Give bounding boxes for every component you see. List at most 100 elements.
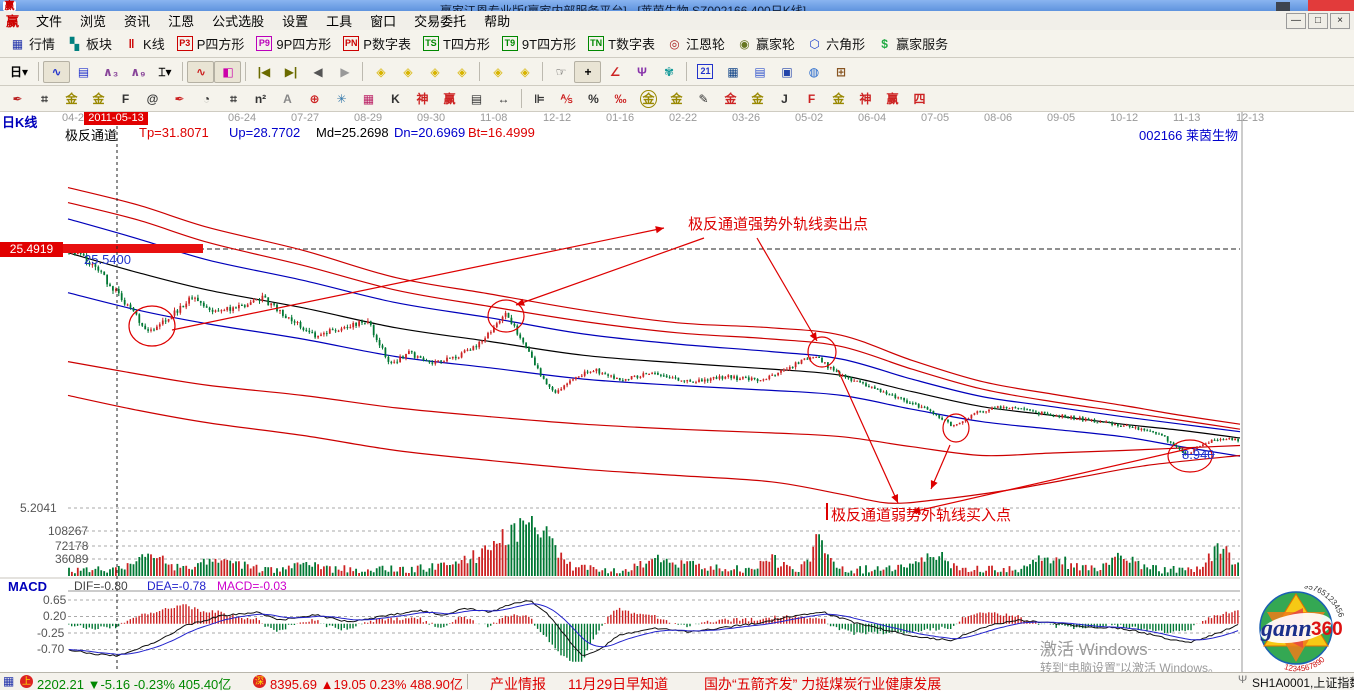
menu-item-窗口[interactable]: 窗口	[370, 14, 397, 29]
menu-item-江恩[interactable]: 江恩	[168, 14, 195, 29]
zigzag-blue-button[interactable]: ∿	[43, 60, 71, 83]
status-grid-icon[interactable]: ▦	[3, 674, 15, 688]
window-minimize-button[interactable]	[1276, 2, 1290, 11]
pattern-button[interactable]: ✾	[655, 61, 682, 83]
spiral-button[interactable]: @	[139, 88, 166, 110]
diamond-v-button[interactable]: ◈	[511, 61, 538, 83]
candle-style-button[interactable]: ⌶▾	[151, 61, 178, 83]
prev-bar-button[interactable]: ◀	[304, 61, 331, 83]
ying-tool-button[interactable]: 赢	[436, 88, 463, 110]
winner-wheel-button[interactable]: ◉ 赢家轮	[731, 31, 801, 56]
hexagon-button[interactable]: ⬡ 六角形	[801, 31, 871, 56]
period-day-button[interactable]: 日▾	[4, 61, 34, 83]
menu-item-帮助[interactable]: 帮助	[484, 14, 511, 29]
menu-item-公式选股[interactable]: 公式选股	[212, 14, 265, 29]
permille-button[interactable]: ‰	[607, 88, 634, 110]
winner-service-button[interactable]: $ 赢家服务	[871, 31, 954, 56]
p-number-table-button[interactable]: PN P数字表	[337, 31, 417, 56]
zigzag-red-button[interactable]: ∿	[187, 60, 215, 83]
menu-item-交易委托[interactable]: 交易委托	[414, 14, 467, 29]
target-red-button[interactable]: ⊕	[301, 88, 328, 110]
circle-gauge-button[interactable]: ◔	[193, 88, 220, 110]
next-bar-button[interactable]: ▶	[331, 61, 358, 83]
span-arrow-button[interactable]: ↔	[490, 88, 517, 110]
mirror-a-button[interactable]: A	[274, 88, 301, 110]
menu-item-文件[interactable]: 文件	[36, 14, 63, 29]
sectors-button[interactable]: ▚ 板块	[61, 31, 118, 56]
menu-item-工具[interactable]: 工具	[326, 14, 353, 29]
gann-wheel-button[interactable]: ◎ 江恩轮	[661, 31, 731, 56]
notes-button[interactable]: ▤	[746, 61, 773, 83]
axis-date: 08-06	[984, 112, 1013, 124]
si-angle-button[interactable]: 四	[906, 88, 933, 110]
menu-item-浏览[interactable]: 浏览	[80, 14, 107, 29]
news-item-2[interactable]: 11月29日早知道	[568, 676, 669, 692]
menu-item-设置[interactable]: 设置	[282, 14, 309, 29]
child-close-button[interactable]: ×	[1330, 12, 1350, 29]
j-angle-button[interactable]: J	[771, 88, 798, 110]
diamond-h-button[interactable]: ◈	[484, 61, 511, 83]
ink-brush-button[interactable]: ✎	[690, 88, 717, 110]
report-button[interactable]: ▤	[70, 61, 97, 83]
cart-button[interactable]: ⊞	[827, 61, 854, 83]
diamond-star-button[interactable]: ◈	[448, 61, 475, 83]
diamond-right-button[interactable]: ◈	[394, 61, 421, 83]
current-index-label[interactable]: SH1A0001,上证指数	[1252, 676, 1354, 690]
quotes-button[interactable]: ▦ 行情	[4, 31, 61, 56]
ying-angle-button[interactable]: 赢	[879, 88, 906, 110]
shen-angle-button[interactable]: 神	[852, 88, 879, 110]
gold-line-2-button[interactable]: 金	[744, 88, 771, 110]
fence-2-button[interactable]: ⌗	[220, 88, 247, 110]
diamond-cross-button[interactable]: ◈	[421, 61, 448, 83]
t-number-table-button[interactable]: TN T数字表	[582, 31, 661, 56]
snowflake-button[interactable]: ✳	[328, 88, 355, 110]
shen-tool-button[interactable]: 神	[409, 88, 436, 110]
menu-item-资讯[interactable]: 资讯	[124, 14, 151, 29]
shenzhen-index-quote[interactable]: 8395.69 ▲19.05 0.23% 488.90亿	[270, 677, 463, 692]
drag-hand-button[interactable]: ☞	[547, 61, 574, 83]
shanghai-index-quote[interactable]: 2202.21 ▼-5.16 -0.23% 405.40亿	[37, 677, 232, 692]
web-button[interactable]: ◍	[800, 61, 827, 83]
news-item-1[interactable]: 产业情报	[490, 676, 546, 692]
gann-fence-button[interactable]: ⌗	[31, 88, 58, 110]
grid-box-button[interactable]: ▦	[355, 88, 382, 110]
wave-gold-button[interactable]: 金	[717, 88, 744, 110]
gold-bar-button[interactable]: 金	[663, 88, 690, 110]
angle-measure-button[interactable]: ∠	[601, 61, 628, 83]
calendar-21-button[interactable]: 21	[691, 61, 719, 82]
red-quill-button[interactable]: ✒	[166, 88, 193, 110]
k-quote-button[interactable]: K	[382, 88, 409, 110]
p-square-button[interactable]: P3 P四方形	[171, 31, 251, 56]
gold-circle-button[interactable]: 金	[634, 87, 663, 111]
timeshare-chart-button[interactable]: ◧	[214, 60, 242, 83]
kline-button[interactable]: ‖ K线	[118, 31, 171, 56]
gold-angle-button[interactable]: 金	[825, 88, 852, 110]
child-minimize-button[interactable]: —	[1286, 12, 1306, 29]
compress-9-button[interactable]: ∧₉	[124, 61, 151, 83]
quill-pen-button[interactable]: ✒	[4, 88, 31, 110]
save-button[interactable]: ▣	[773, 61, 800, 83]
percent-wave-button[interactable]: ⅍	[553, 88, 580, 110]
child-restore-button[interactable]: □	[1308, 12, 1328, 29]
percent-button[interactable]: %	[580, 88, 607, 110]
t-square-button[interactable]: TS T四方形	[417, 31, 496, 56]
gann-shape-button[interactable]: Ψ	[628, 61, 655, 83]
n-squared-button[interactable]: n²	[247, 88, 274, 110]
f-fence-button[interactable]: F	[112, 88, 139, 110]
compress-3-button[interactable]: ∧₃	[97, 61, 124, 83]
diamond-left-button[interactable]: ◈	[367, 61, 394, 83]
last-bar-button[interactable]: ▶|	[277, 61, 304, 83]
ruler-123-button[interactable]: ▤	[463, 88, 490, 110]
9p-square-button[interactable]: P9 9P四方形	[250, 31, 337, 56]
window-close-button[interactable]	[1308, 0, 1354, 11]
gold-fence-1-button[interactable]: 金	[58, 88, 85, 110]
calculator-button[interactable]: ▦	[719, 61, 746, 83]
crosshair-button[interactable]: +	[574, 60, 602, 83]
f-angle-button[interactable]: F	[798, 88, 825, 110]
news-item-3[interactable]: 国办“五箭齐发” 力挺煤炭行业健康发展	[704, 676, 942, 692]
first-bar-button[interactable]: |◀	[250, 61, 277, 83]
gold-fence-2-button[interactable]: 金	[85, 88, 112, 110]
measure-list-button[interactable]: ⊫	[526, 88, 553, 110]
9t-square-button[interactable]: T9 9T四方形	[496, 31, 582, 56]
